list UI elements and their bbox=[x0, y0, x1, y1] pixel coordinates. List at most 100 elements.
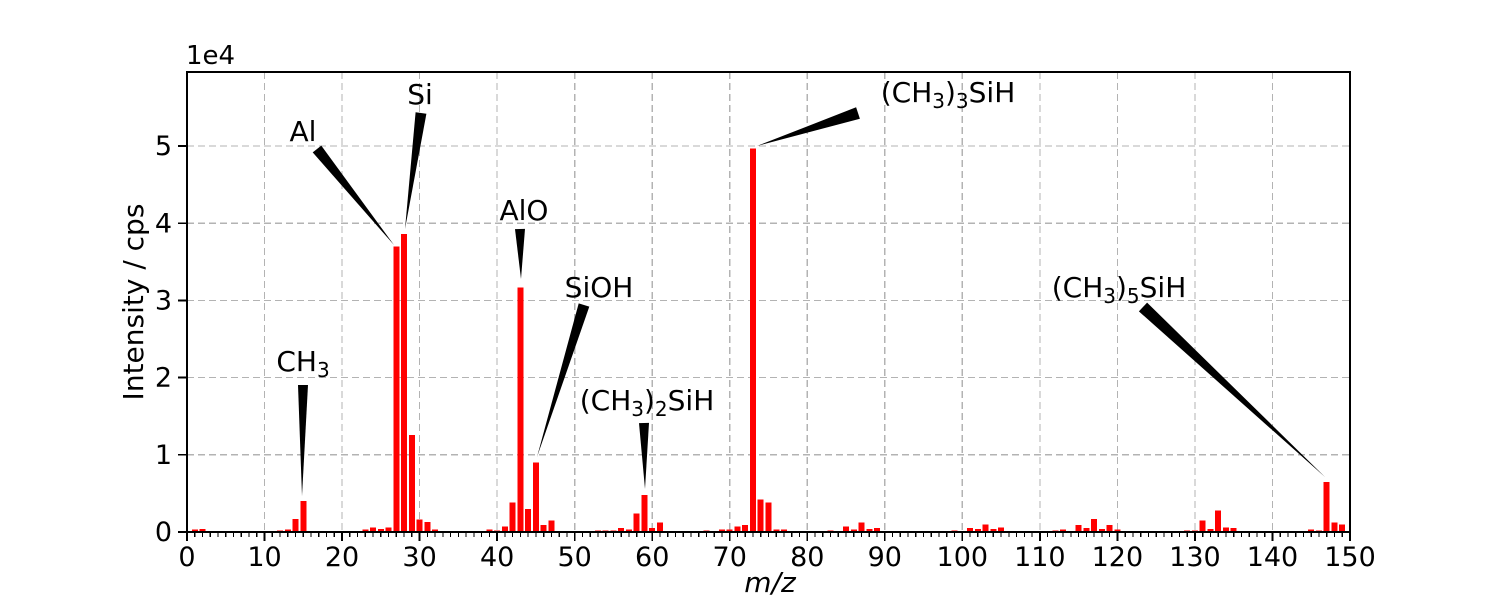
annotation-label: (CH3)3SiH bbox=[881, 76, 1016, 113]
annotation-label: SiOH bbox=[565, 271, 634, 304]
x-tick-label: 40 bbox=[480, 542, 514, 573]
annotation: Si bbox=[405, 78, 433, 229]
spectrum-bar bbox=[781, 529, 787, 532]
annotation-label: (CH3)2SiH bbox=[580, 384, 715, 421]
spectrum-bar bbox=[416, 519, 423, 532]
annotation-wedge bbox=[537, 303, 590, 457]
spectrum-bar bbox=[874, 528, 880, 532]
spectrum-bar bbox=[191, 529, 198, 532]
spectrum-bar bbox=[843, 526, 849, 532]
spectrum-bar bbox=[734, 526, 741, 532]
x-tick-label: 50 bbox=[557, 542, 591, 573]
x-tick-label: 0 bbox=[178, 542, 195, 573]
annotations-layer: CH3 Al Si AlO SiOH (CH3)2SiH (CH3)3SiH (CH3)5Si… bbox=[276, 76, 1325, 496]
spectrum-bar bbox=[633, 513, 640, 532]
x-tick-label: 10 bbox=[247, 542, 281, 573]
spectrum-bar bbox=[1106, 525, 1113, 532]
x-tick-label: 90 bbox=[868, 542, 902, 573]
spectrum-bar bbox=[525, 508, 532, 532]
spectrum-bar bbox=[540, 525, 547, 532]
spectrum-bar bbox=[641, 495, 648, 532]
spectrum-bar bbox=[408, 434, 415, 532]
spectrum-bar bbox=[618, 528, 625, 532]
spectrum-bar bbox=[982, 524, 989, 532]
spectrum-bar bbox=[1215, 510, 1222, 532]
annotation-label: (CH3)5SiH bbox=[1052, 271, 1187, 308]
spectrum-bar bbox=[649, 528, 656, 532]
annotation-label: Al bbox=[290, 115, 317, 148]
y-tick-label: 0 bbox=[155, 517, 172, 548]
annotation: CH3 bbox=[276, 345, 330, 496]
x-tick-label: 80 bbox=[790, 542, 824, 573]
annotation-wedge bbox=[298, 385, 308, 496]
spectrum-bar bbox=[998, 527, 1005, 532]
x-tick-label: 30 bbox=[402, 542, 436, 573]
annotation-wedge bbox=[1138, 302, 1325, 477]
spectrum-bar bbox=[866, 528, 873, 532]
spectrum-bar bbox=[1075, 525, 1082, 532]
spectrum-bar bbox=[532, 462, 539, 532]
grid-layer bbox=[187, 72, 1350, 532]
annotation-wedge bbox=[405, 112, 427, 229]
y-tick-label: 4 bbox=[155, 208, 172, 239]
spectrum-bar bbox=[284, 529, 291, 532]
annotation: (CH3)2SiH bbox=[580, 384, 715, 489]
spectrum-bar bbox=[517, 287, 524, 532]
annotation-wedge bbox=[757, 107, 860, 146]
spectrum-bar bbox=[1230, 528, 1237, 532]
x-tick-label: 110 bbox=[1014, 542, 1066, 573]
spectrum-bar bbox=[1060, 529, 1067, 532]
annotation: Al bbox=[290, 115, 394, 245]
axes-layer: 0 10 20 30 40 50 60 70 80 90 100 110 120 130 140 150 0 1 2… bbox=[155, 71, 1376, 573]
spectrum-bar bbox=[625, 529, 632, 532]
spectrum-bar bbox=[858, 522, 865, 532]
spectrum-bar bbox=[1222, 527, 1229, 532]
y-tick-label: 5 bbox=[155, 131, 172, 162]
annotation-label: Si bbox=[407, 78, 433, 111]
spectrum-bar bbox=[1308, 529, 1315, 532]
spectrum-bar bbox=[1323, 481, 1330, 532]
spectrum-bar bbox=[486, 529, 493, 532]
y-tick-label: 2 bbox=[155, 363, 172, 394]
x-tick-label: 140 bbox=[1247, 542, 1299, 573]
annotation: (CH3)5SiH bbox=[1052, 271, 1325, 477]
annotation-label: AlO bbox=[500, 194, 549, 227]
y-tick-label: 3 bbox=[155, 285, 172, 316]
spectrum-bar bbox=[424, 522, 431, 532]
annotation: AlO bbox=[500, 194, 549, 279]
y-axis-label: Intensity / cps bbox=[117, 204, 150, 401]
spectrum-bar bbox=[370, 527, 377, 532]
spectrum-bar bbox=[1098, 528, 1105, 532]
spectrum-bar bbox=[377, 528, 384, 532]
spectrum-bar bbox=[967, 528, 974, 532]
spectrum-bar bbox=[974, 528, 981, 532]
spectrum-bar bbox=[292, 518, 299, 532]
spectrum-bar bbox=[509, 502, 516, 532]
spectrum-bar bbox=[990, 528, 997, 532]
spectrum-bar bbox=[1207, 528, 1214, 532]
spectrum-bar bbox=[432, 529, 439, 532]
spectrum-bar bbox=[362, 529, 369, 532]
spectrum-bar bbox=[765, 502, 772, 532]
spectrum-bar bbox=[1199, 520, 1206, 532]
spectrum-bar bbox=[1331, 522, 1338, 532]
annotation-wedge bbox=[312, 145, 394, 245]
spectrum-bar bbox=[719, 529, 725, 532]
y-axis-offset-label: 1e4 bbox=[186, 41, 235, 71]
spectrum-bar bbox=[1339, 524, 1346, 532]
y-tick-label: 1 bbox=[155, 440, 172, 471]
spectrum-bar bbox=[1114, 529, 1121, 532]
spectrum-bar bbox=[726, 529, 733, 532]
x-tick-label: 70 bbox=[713, 542, 747, 573]
spectrum-bar bbox=[657, 522, 663, 532]
spectrum-bar bbox=[385, 527, 392, 532]
spectrum-bar bbox=[401, 234, 408, 532]
spectrum-bar bbox=[548, 520, 555, 532]
spectrum-bar bbox=[750, 148, 756, 532]
x-tick-label: 100 bbox=[937, 542, 989, 573]
annotation-wedge bbox=[515, 228, 525, 279]
spectrum-bar bbox=[501, 526, 508, 532]
x-tick-label: 120 bbox=[1092, 542, 1144, 573]
annotation-label: CH3 bbox=[276, 345, 329, 382]
spectrum-bar bbox=[757, 499, 764, 532]
